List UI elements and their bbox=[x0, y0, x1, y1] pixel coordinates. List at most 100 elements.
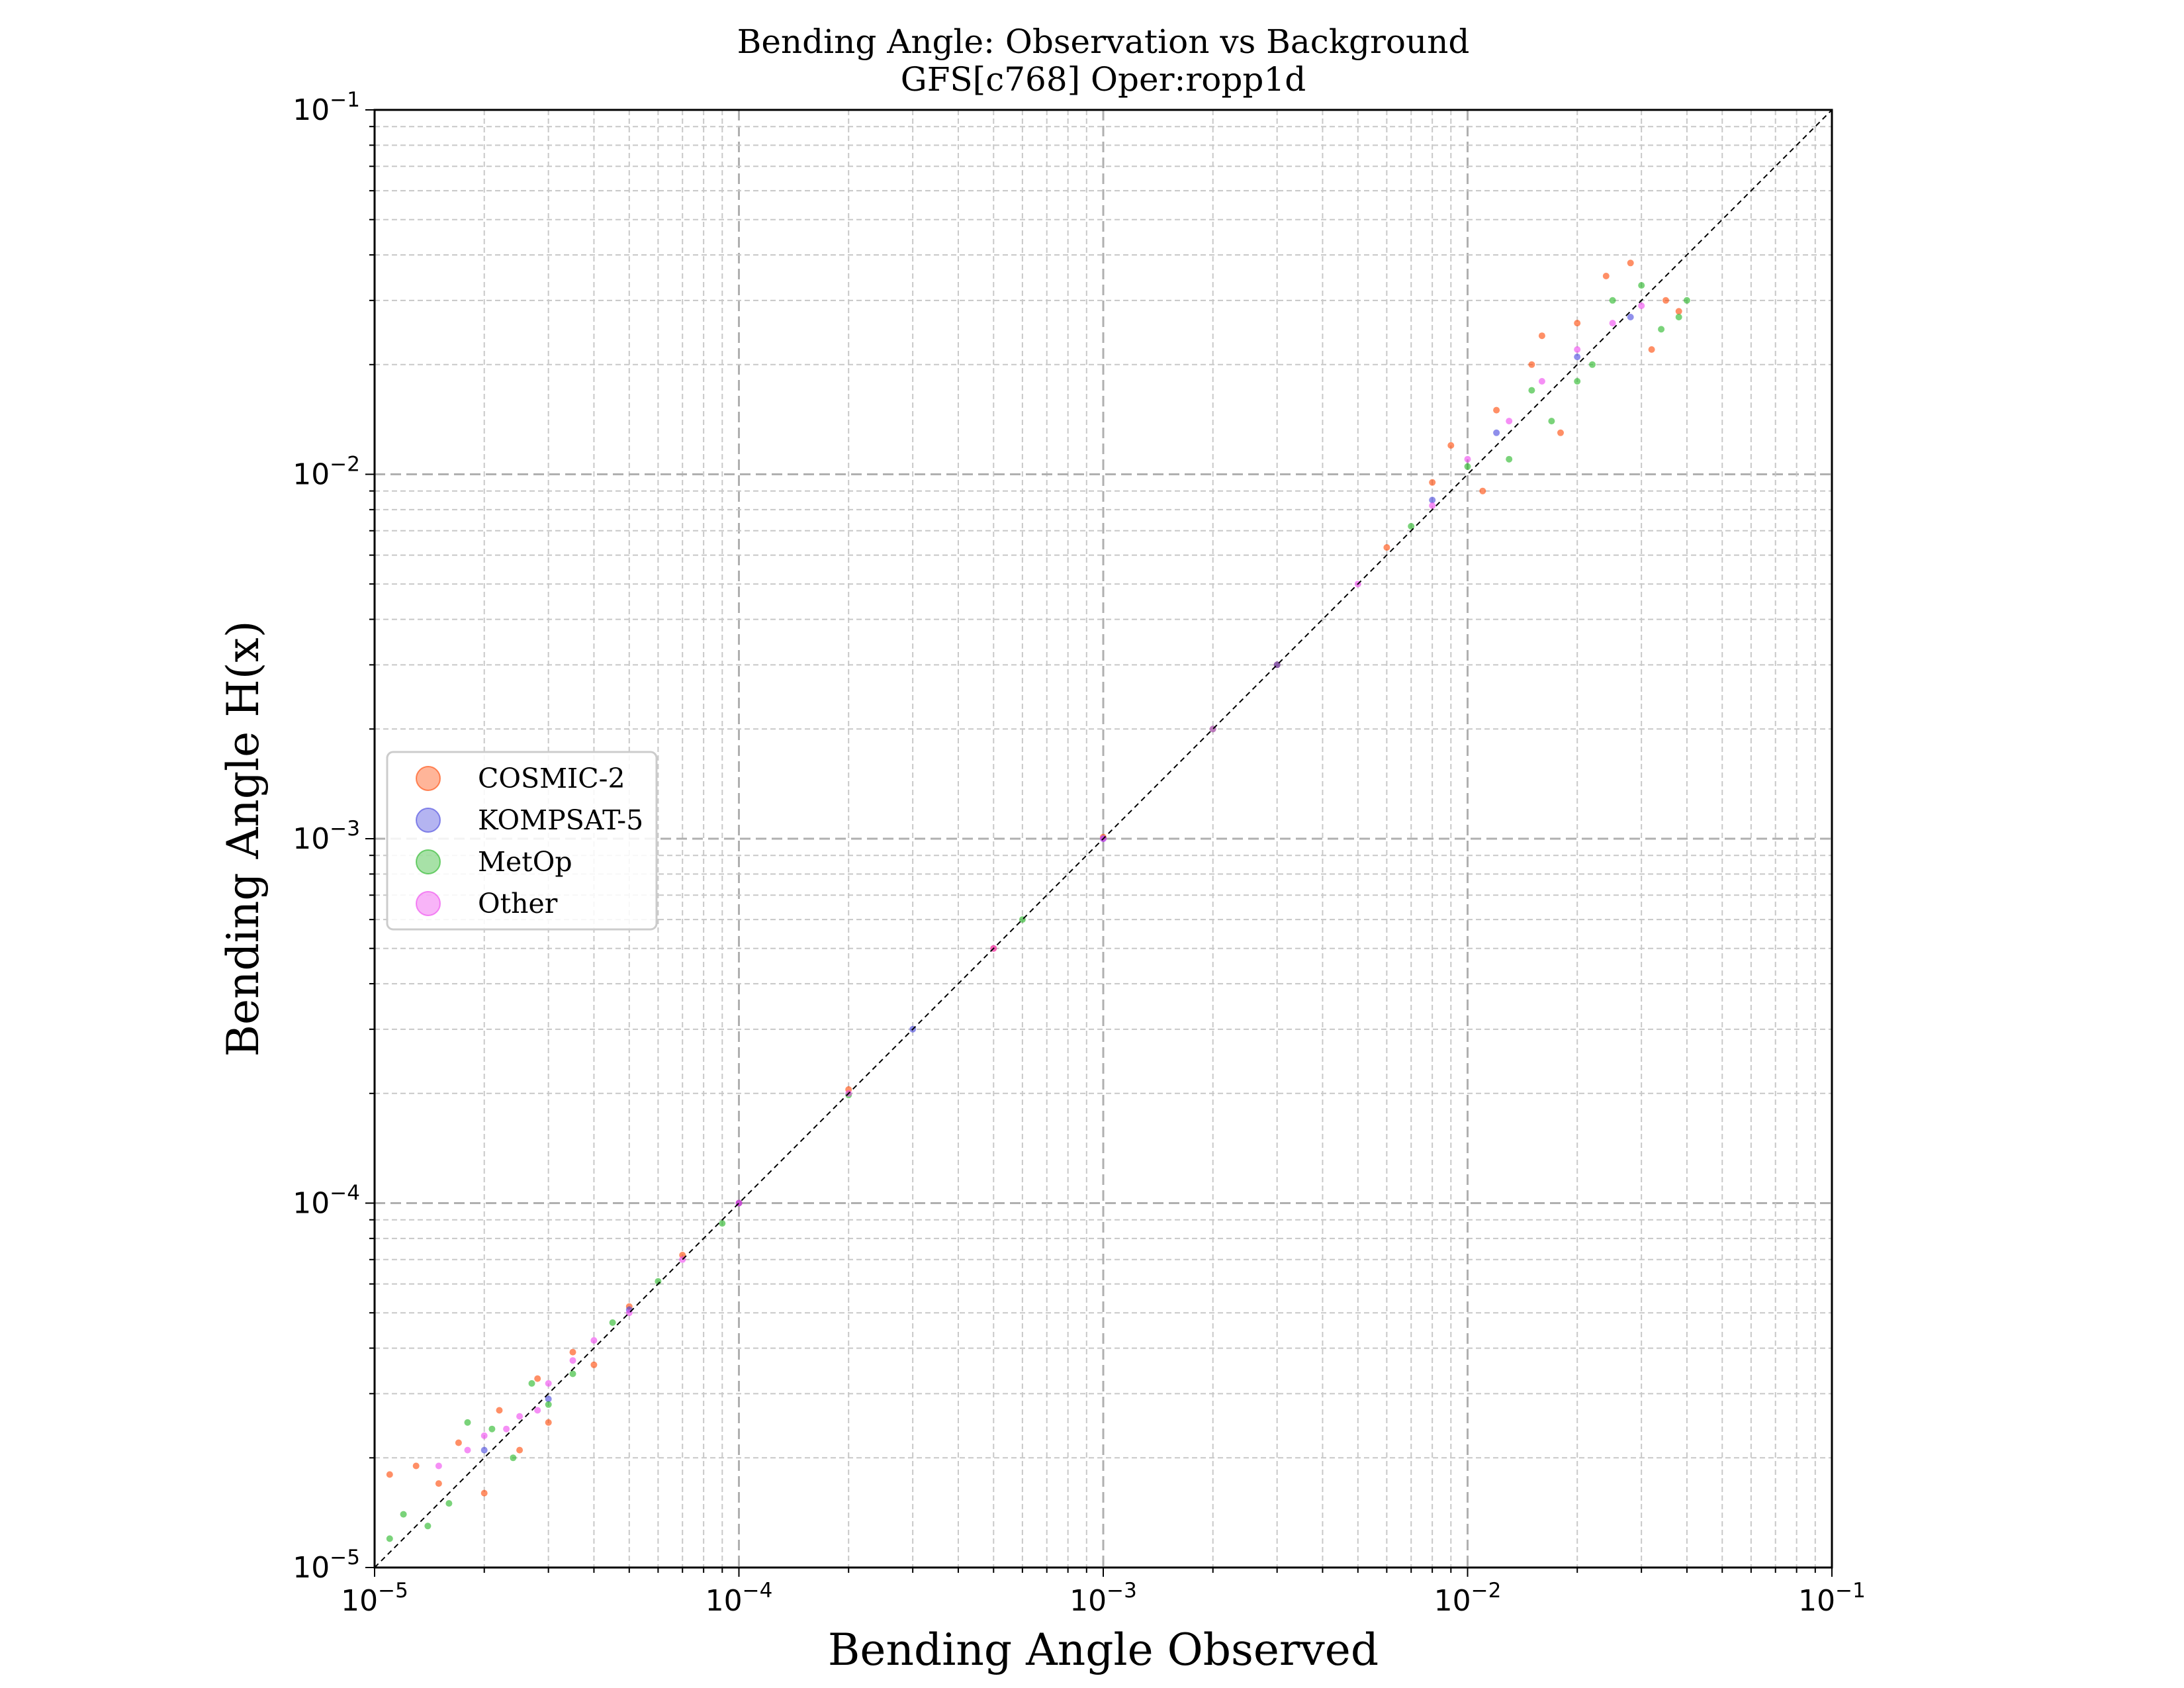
scatter-point bbox=[1528, 387, 1535, 394]
legend-frame bbox=[386, 751, 658, 931]
x-tick-label: 10−3 bbox=[1069, 1579, 1137, 1618]
scatter-point bbox=[1408, 523, 1415, 530]
scatter-point bbox=[1658, 326, 1665, 333]
y-tick-label: 10−2 bbox=[293, 453, 360, 492]
legend-marker bbox=[416, 891, 441, 916]
scatter-point bbox=[1528, 361, 1535, 368]
y-tick-label: 10−5 bbox=[293, 1546, 360, 1585]
scatter-point bbox=[480, 1489, 488, 1497]
scatter-point bbox=[1683, 297, 1690, 304]
legend-label: KOMPSAT-5 bbox=[478, 804, 643, 836]
scatter-point bbox=[455, 1439, 462, 1446]
scatter-point bbox=[1538, 332, 1545, 340]
x-tick-label: 10−5 bbox=[341, 1579, 408, 1618]
scatter-point bbox=[545, 1419, 552, 1426]
scatter-point bbox=[545, 1395, 552, 1403]
scatter-point bbox=[1429, 496, 1436, 504]
x-axis-label: Bending Angle Observed bbox=[828, 1624, 1379, 1675]
legend-label: MetOp bbox=[478, 846, 572, 878]
legend-item-other: Other bbox=[416, 888, 558, 919]
legend-label: COSMIC-2 bbox=[478, 763, 625, 794]
scatter-point bbox=[496, 1407, 503, 1414]
legend-marker bbox=[416, 808, 441, 833]
scatter-point bbox=[1574, 378, 1581, 385]
scatter-point bbox=[435, 1462, 442, 1470]
legend-marker bbox=[416, 766, 441, 791]
scatter-point bbox=[488, 1425, 496, 1432]
y-tick-label: 10−1 bbox=[293, 88, 360, 127]
legend-item-metop: MetOp bbox=[416, 846, 572, 878]
scatter-point bbox=[1493, 406, 1500, 414]
scatter-point bbox=[400, 1511, 407, 1518]
scatter-point bbox=[516, 1446, 523, 1454]
scatter-point bbox=[386, 1471, 393, 1478]
scatter-point bbox=[1627, 259, 1634, 267]
scatter-point bbox=[1538, 378, 1545, 385]
scatter-point bbox=[1464, 455, 1471, 463]
chart-title: Bending Angle: Observation vs Background bbox=[737, 23, 1470, 61]
scatter-point bbox=[545, 1401, 552, 1408]
scatter-point bbox=[435, 1480, 442, 1487]
scatter-point bbox=[1464, 463, 1471, 470]
scatter-point bbox=[510, 1454, 517, 1462]
scatter-point bbox=[534, 1375, 541, 1382]
scatter-point bbox=[1506, 455, 1513, 463]
scatter-point bbox=[569, 1357, 576, 1364]
y-tick-label: 10−3 bbox=[293, 817, 360, 856]
scatter-point bbox=[1609, 320, 1616, 327]
x-tick-label: 10−2 bbox=[1434, 1579, 1502, 1618]
scatter-point bbox=[480, 1446, 488, 1454]
scatter-point bbox=[464, 1446, 471, 1454]
scatter-point bbox=[424, 1523, 432, 1530]
scatter-point bbox=[569, 1370, 576, 1378]
scatter-point bbox=[528, 1380, 535, 1387]
scatter-point bbox=[445, 1500, 453, 1507]
axis-ticks: 10−5 10−4 10−3 10−2 10−1 10−5 10−4 10−3 10−2 10−1 bbox=[293, 88, 1866, 1618]
scatter-point bbox=[1429, 502, 1436, 509]
scatter-point bbox=[1574, 346, 1581, 353]
chart-subtitle: GFS[c768] Oper:ropp1d bbox=[901, 60, 1306, 99]
scatter-point bbox=[1447, 442, 1455, 449]
one-to-one-reference-line bbox=[374, 109, 1833, 1568]
scatter-point bbox=[1429, 479, 1436, 486]
scatter-point bbox=[412, 1462, 420, 1470]
scatter-point bbox=[1493, 429, 1500, 436]
scatter-point bbox=[719, 1220, 726, 1227]
scatter-point bbox=[1638, 282, 1645, 289]
scatter-point bbox=[1506, 418, 1513, 425]
scatter-point bbox=[534, 1407, 541, 1414]
scatter-point bbox=[1638, 302, 1645, 309]
scatter-point bbox=[1557, 429, 1564, 436]
scatter-point bbox=[1609, 297, 1616, 304]
legend-item-cosmic-2: COSMIC-2 bbox=[416, 763, 625, 794]
scatter-point bbox=[516, 1413, 523, 1420]
scatter-point bbox=[590, 1336, 598, 1344]
scatter-point bbox=[609, 1319, 616, 1326]
legend: COSMIC-2 KOMPSAT-5 MetOp Other bbox=[386, 751, 658, 931]
scatter-point bbox=[1479, 487, 1486, 494]
scatter-point bbox=[1675, 314, 1682, 320]
scatter-point bbox=[464, 1419, 471, 1426]
scatter-point bbox=[1627, 314, 1634, 320]
scatter-point bbox=[480, 1432, 488, 1439]
scatter-point bbox=[1648, 346, 1655, 353]
scatter-point bbox=[386, 1535, 393, 1542]
scatter-point bbox=[590, 1361, 598, 1368]
scatter-point bbox=[545, 1380, 552, 1387]
grid bbox=[375, 110, 1832, 1568]
scatter-point bbox=[503, 1425, 510, 1432]
scatter-point bbox=[1383, 544, 1390, 551]
y-axis-label: Bending Angle H(x) bbox=[218, 620, 269, 1056]
x-tick-label: 10−4 bbox=[705, 1579, 773, 1618]
legend-item-kompsat-5: KOMPSAT-5 bbox=[416, 804, 643, 836]
x-tick-label: 10−1 bbox=[1798, 1579, 1866, 1618]
scatter-point bbox=[1662, 297, 1669, 304]
y-tick-label: 10−4 bbox=[293, 1182, 360, 1221]
scatter-point bbox=[1602, 273, 1610, 279]
scatter-point bbox=[1574, 353, 1581, 361]
legend-marker bbox=[416, 849, 441, 874]
series-other bbox=[435, 302, 1645, 1470]
scatter-point bbox=[569, 1348, 576, 1356]
scatter-point bbox=[1589, 361, 1596, 368]
